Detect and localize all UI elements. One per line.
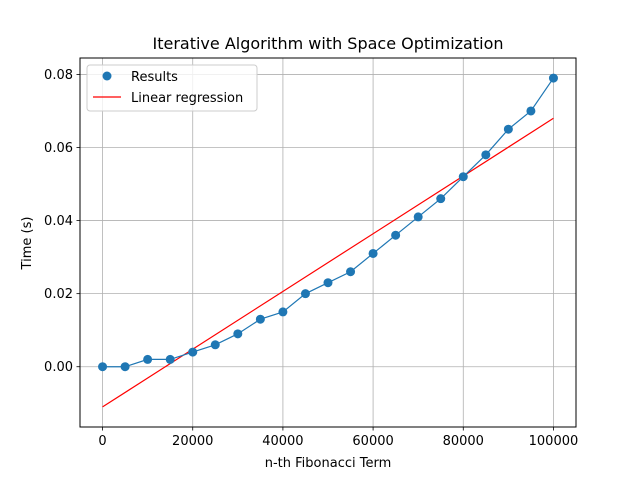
results-point	[413, 212, 423, 222]
x-axis-ticks: 0 20000 40000 60000 80000 100000	[98, 427, 578, 449]
results-point	[526, 106, 536, 116]
x-tick-label: 80000	[443, 434, 484, 449]
results-point	[278, 307, 288, 317]
legend-results-marker	[102, 71, 112, 81]
legend-regression-label: Linear regression	[131, 91, 243, 106]
y-tick-label: 0.08	[44, 68, 73, 83]
chart-title: Iterative Algorithm with Space Optimizat…	[152, 34, 503, 53]
results-point	[548, 73, 558, 83]
results-point	[323, 278, 333, 288]
regression-series	[102, 117, 554, 408]
results-point	[255, 314, 265, 324]
x-tick-label: 0	[98, 434, 106, 449]
plot-frame	[79, 57, 577, 428]
grid	[80, 58, 576, 427]
y-axis-ticks: 0.00 0.02 0.04 0.06 0.08	[44, 68, 80, 375]
results-point	[481, 150, 491, 160]
y-tick-label: 0.06	[44, 141, 73, 156]
results-point	[368, 248, 378, 258]
results-point	[120, 362, 130, 372]
results-point	[458, 172, 468, 182]
results-point	[98, 362, 108, 372]
y-axis-label: Time (s)	[20, 217, 35, 271]
legend-box	[86, 64, 258, 112]
y-tick-label: 0.00	[44, 360, 73, 375]
results-point	[143, 354, 153, 364]
legend: Results Linear regression	[86, 64, 258, 112]
results-point	[210, 340, 220, 350]
regression-line	[102, 117, 554, 408]
x-tick-label: 20000	[172, 434, 213, 449]
x-tick-label: 60000	[352, 434, 393, 449]
x-tick-label: 40000	[262, 434, 303, 449]
legend-results-label: Results	[131, 70, 178, 85]
results-point	[233, 329, 243, 339]
results-point	[346, 267, 356, 277]
x-tick-label: 100000	[529, 434, 579, 449]
y-tick-label: 0.04	[44, 214, 73, 229]
results-point	[188, 347, 198, 357]
results-point	[391, 230, 401, 240]
results-series	[98, 73, 558, 372]
results-point	[165, 354, 175, 364]
y-tick-label: 0.02	[44, 287, 73, 302]
results-point	[503, 124, 513, 134]
x-axis-label: n-th Fibonacci Term	[265, 456, 392, 471]
results-point	[436, 194, 446, 204]
results-point	[300, 289, 310, 299]
